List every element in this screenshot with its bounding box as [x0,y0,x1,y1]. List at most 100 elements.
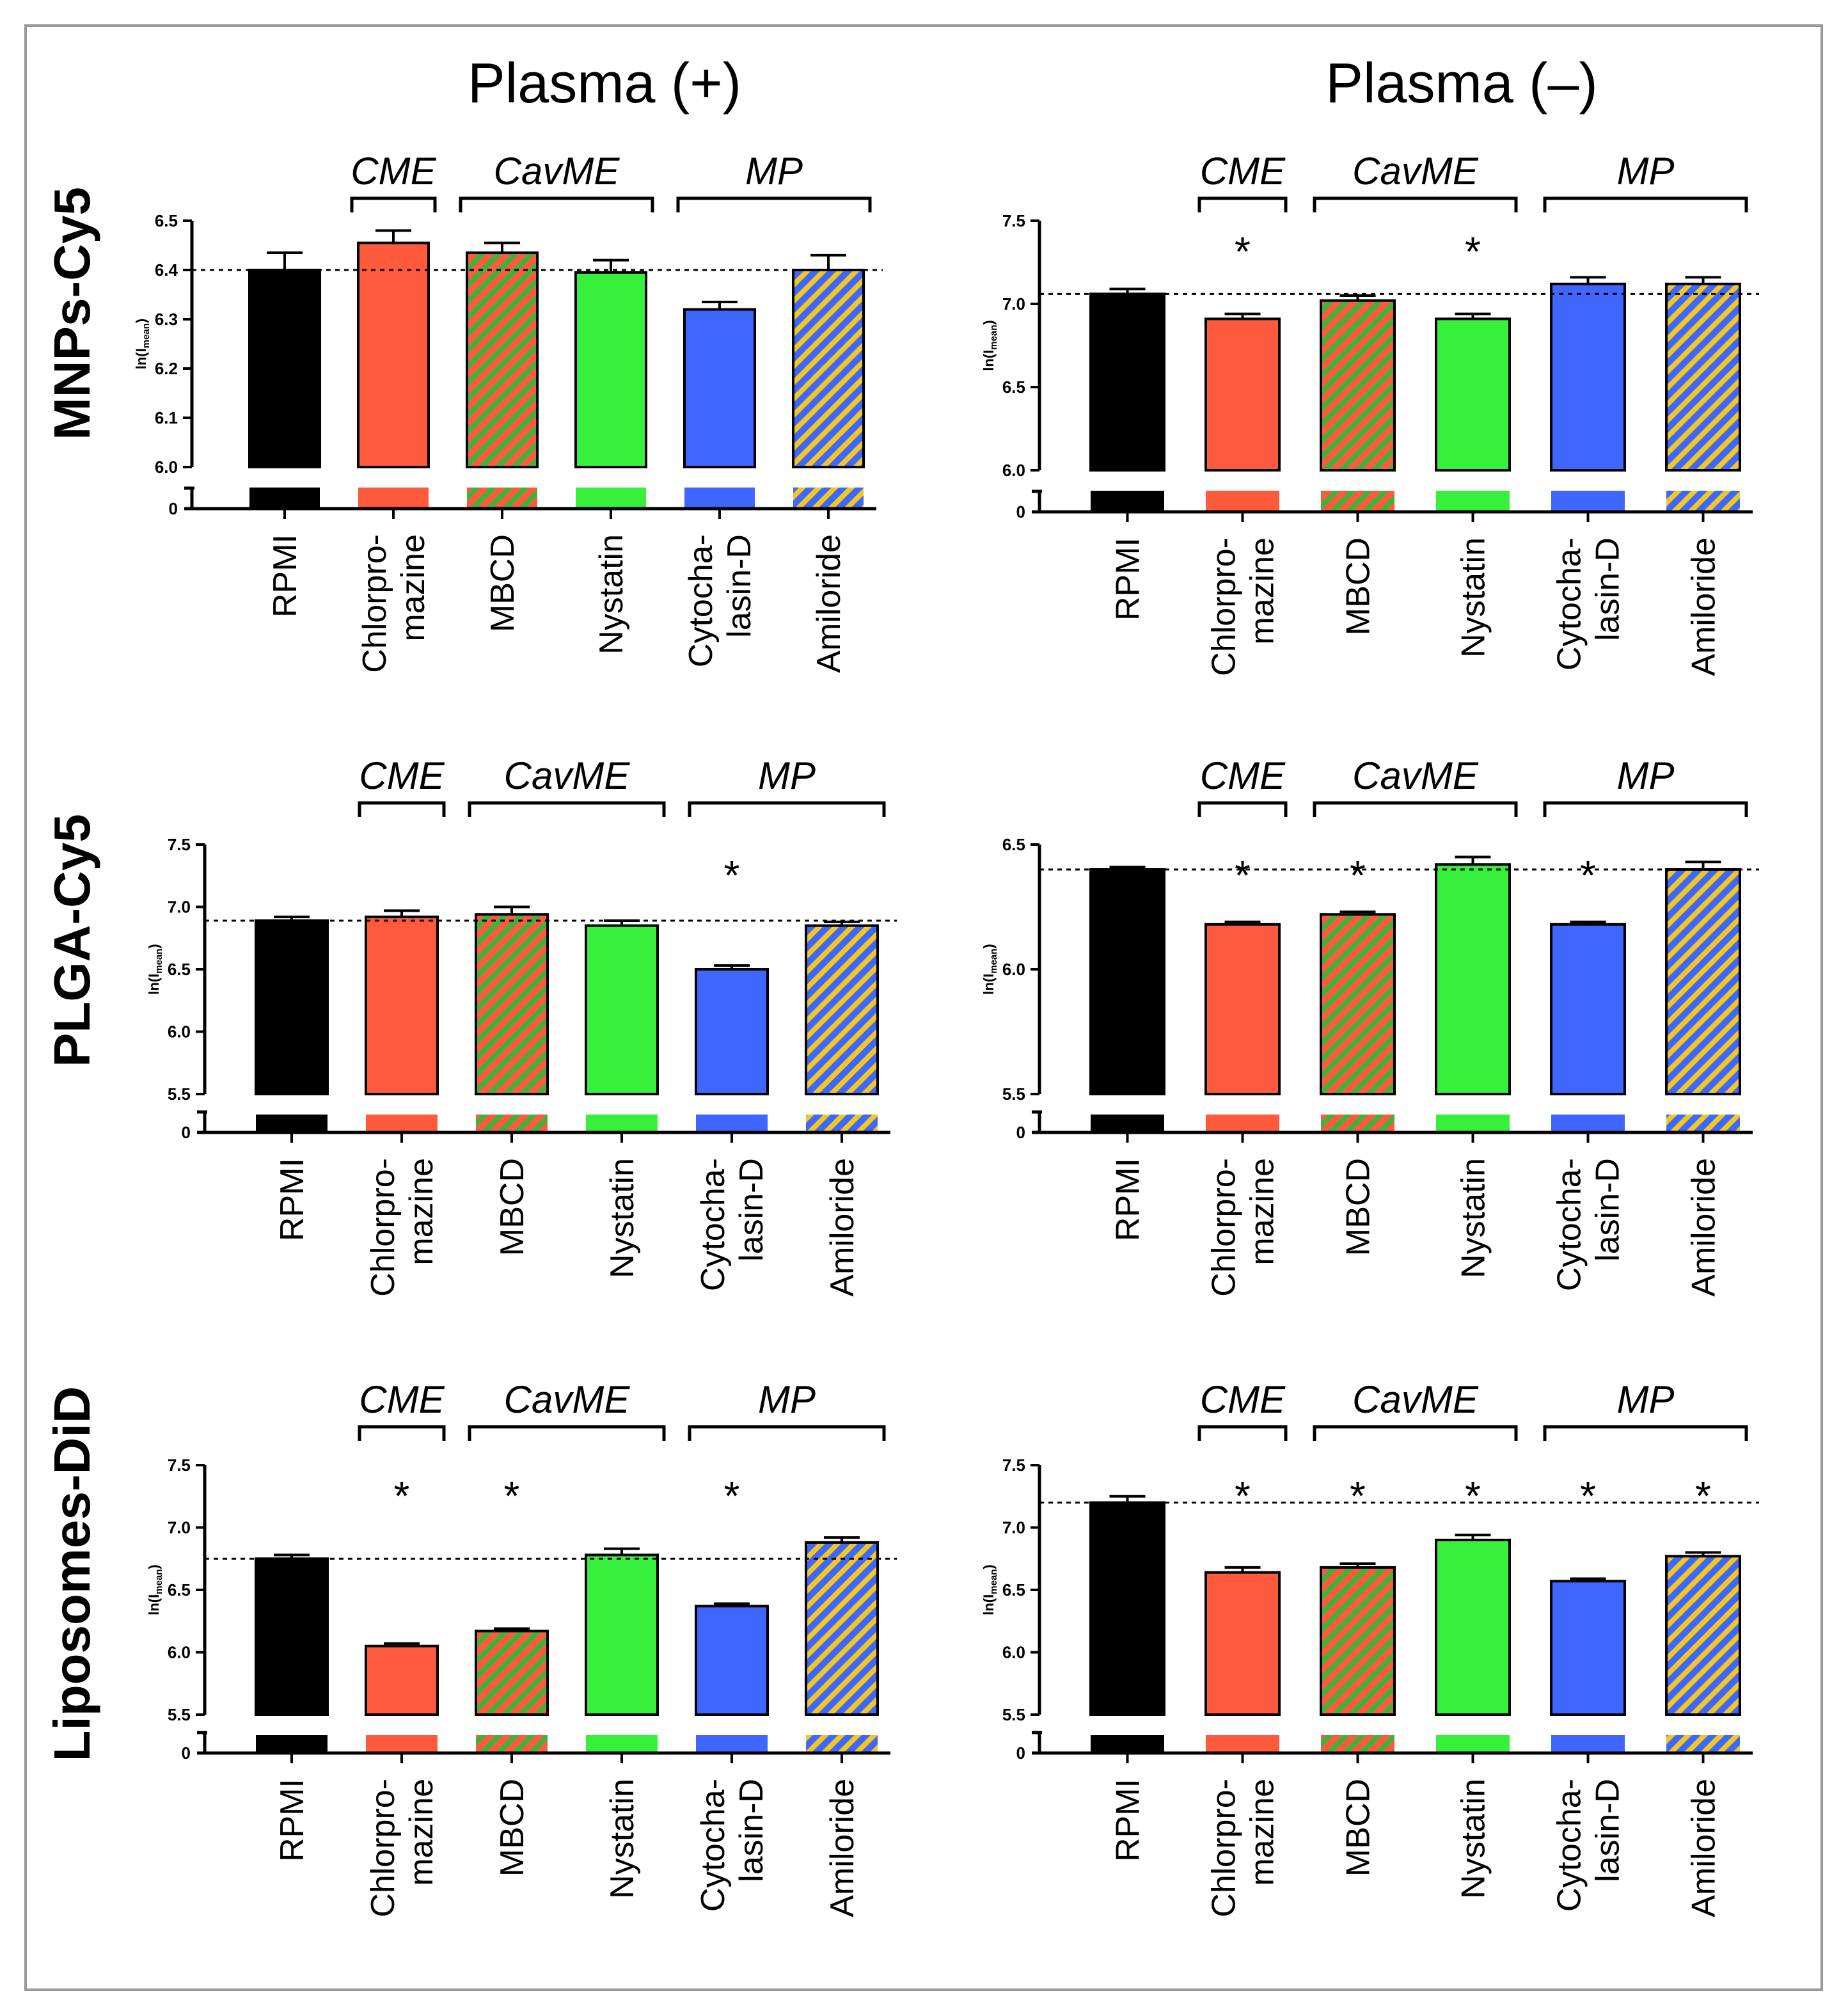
group-label-cavme: CavME [494,150,620,193]
y-axis-label-close: ) [981,1564,997,1569]
y-axis-label-subscript: mean [988,1569,999,1594]
x-tick-label-line: MBCD [494,1779,531,1877]
row-label-mnps: MNPs-Cy5 [43,187,100,440]
x-tick-label-line: Nystatin [1455,537,1492,658]
bar-stub-rpmi [1091,1735,1164,1753]
x-tick-label-line: MBCD [1340,1779,1377,1877]
y-tick-label: 6.0 [1002,960,1025,979]
group-label-cavme: CavME [1352,1378,1479,1421]
axis-break-band [206,1097,892,1113]
x-tick-label-line: lasin-D [1590,537,1627,641]
y-axis-label-main: ln(I [981,350,997,371]
bar-amiloride [805,1541,879,1716]
x-tick-label-line: Nystatin [604,1158,641,1278]
x-tick-label-chlorpromazine: Chlorpro-mazine [1206,1779,1281,1917]
x-tick-label-line: Amiloride [1686,1158,1723,1297]
group-label-mp: MP [745,150,803,193]
group-bracket-cavme [1313,1425,1518,1441]
group-label-cme: CME [351,150,436,193]
bar-stub-mbcd [467,488,537,509]
group-bracket-cme [358,1425,446,1441]
bar-chlorpromazine [365,916,439,1095]
x-tick-label-line: Cytocha- [683,534,720,667]
group-label-mp: MP [1617,754,1675,797]
bar-rpmi [255,919,329,1095]
bar-stub-chlorpromazine [366,1735,438,1753]
bar-stub-cytochalasin-d [1551,1115,1625,1132]
x-tick-label-line: MBCD [1340,537,1377,635]
x-tick-label-line: RPMI [1110,1779,1147,1862]
y-tick-label-zero: 0 [1016,502,1025,521]
x-tick-label-line: Chlorpro- [356,534,393,673]
significance-star-cytochalasin-d: * [724,852,740,898]
x-tick-label-mbcd: MBCD [494,1158,531,1256]
x-tick-label-cytochalasin-d: Cytocha-lasin-D [1551,1158,1627,1291]
group-bracket-cavme [468,801,666,817]
bar-nystatin [585,1553,659,1716]
bar-stub-cytochalasin-d [696,1115,768,1132]
bar-chlorpromazine [1204,1571,1281,1716]
y-axis-label-close: ) [133,319,149,323]
y-tick-label: 6.5 [155,211,178,230]
panel-mnps-cy5-plasma-plus: ln(Imean) 6.5 6.4 6.3 6.2 6.1 6.0 0 RPMI Chlorpro… [133,150,883,673]
group-bracket-cme [350,196,437,212]
x-tick-label-line: MBCD [1340,1158,1377,1256]
y-tick-label: 6.1 [155,408,178,427]
group-bracket-cme [1197,801,1288,817]
x-tick-label-amiloride: Amiloride [824,1779,861,1917]
bar-stub-amiloride [806,1115,878,1132]
bar-stub-rpmi [256,1115,328,1132]
x-tick-label-line: Chlorpro- [1206,1779,1243,1917]
axis-break-band [206,1717,892,1734]
y-tick-label-zero: 0 [169,499,178,518]
x-tick-label-line: lasin-D [1590,1779,1627,1882]
bar-amiloride [805,924,879,1095]
y-axis-label-close: ) [146,1564,162,1569]
x-tick-label-line: Nystatin [1455,1779,1492,1899]
significance-star-cytochalasin-d: * [1580,1473,1596,1519]
x-tick-label-line: MBCD [494,1158,531,1256]
group-label-cavme: CavME [1352,150,1479,193]
x-tick-label-nystatin: Nystatin [1455,1779,1492,1899]
y-tick-label: 6.5 [1002,377,1025,397]
y-tick-label: 6.0 [168,1022,191,1042]
y-tick-label: 6.5 [1002,1580,1025,1599]
panel-plga-cy5-plasma-minus: ln(Imean) * * * 6.5 6.0 5.5 0 RPMI Chlorpro-mazin… [981,754,1759,1297]
bar-stub-chlorpromazine [1206,1735,1279,1753]
bar-stub-amiloride [1666,491,1740,512]
y-axis-label-main: ln(I [133,348,149,369]
y-axis-label-subscript: mean [141,323,152,348]
x-tick-label-line: mazine [403,1779,440,1886]
bar-stub-cytochalasin-d [696,1735,768,1753]
x-tick-label-cytochalasin-d: Cytocha-lasin-D [695,1158,770,1291]
significance-star-nystatin: * [1465,228,1481,274]
x-tick-label-line: RPMI [274,1779,311,1862]
bar-stub-mbcd [1321,491,1394,512]
x-tick-label-amiloride: Amiloride [1686,1158,1723,1297]
bar-stub-nystatin [1436,1115,1510,1132]
bar-chlorpromazine [1204,923,1281,1096]
significance-star-amiloride: * [1695,1473,1711,1519]
group-bracket-mp [1543,801,1748,817]
x-tick-label-line: Amiloride [824,1158,861,1297]
y-tick-label: 7.5 [168,1456,191,1475]
y-tick-label: 7.0 [1002,1518,1025,1537]
bar-stub-nystatin [576,488,646,509]
x-tick-label-line: RPMI [267,534,304,617]
x-tick-label-line: RPMI [1110,1158,1147,1241]
y-tick-label: 6.5 [168,1580,191,1599]
y-tick-label: 6.3 [155,310,178,329]
x-tick-label-line: lasin-D [733,1779,770,1882]
y-tick-label: 6.4 [155,260,178,280]
y-tick-label: 6.0 [155,457,178,477]
x-tick-label-nystatin: Nystatin [604,1158,641,1278]
y-axis-label-main: ln(I [981,974,997,995]
y-tick-label: 5.5 [168,1705,191,1724]
x-tick-label-line: MBCD [484,534,521,632]
bar-stub-nystatin [586,1115,658,1132]
bar-stub-mbcd [476,1735,548,1753]
x-tick-label-line: Amiloride [824,1779,861,1917]
axis-break-band [193,470,878,486]
group-label-cme: CME [1200,150,1286,193]
